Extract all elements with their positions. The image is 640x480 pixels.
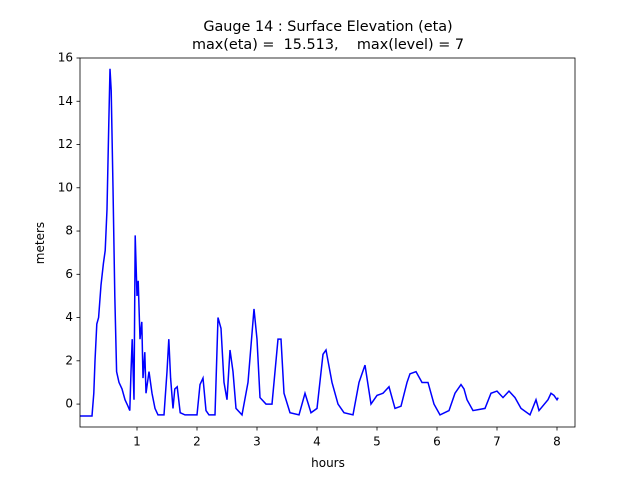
x-axis-label: hours bbox=[311, 456, 345, 470]
y-tick-label: 0 bbox=[65, 397, 73, 411]
plot-frame bbox=[79, 57, 576, 428]
y-tick-label: 14 bbox=[58, 94, 73, 108]
series-line bbox=[80, 68, 559, 417]
x-tick-label: 8 bbox=[553, 435, 561, 449]
y-tick-label: 6 bbox=[65, 267, 73, 281]
y-tick-label: 8 bbox=[65, 224, 73, 238]
x-tick-label: 4 bbox=[313, 435, 321, 449]
x-tick-label: 5 bbox=[373, 435, 381, 449]
x-tick-label: 2 bbox=[193, 435, 201, 449]
x-tick-label: 3 bbox=[253, 435, 261, 449]
y-tick-label: 4 bbox=[65, 310, 73, 324]
chart-title: Gauge 14 : Surface Elevation (eta) bbox=[203, 19, 452, 35]
x-tick-label: 6 bbox=[433, 435, 441, 449]
y-tick-label: 16 bbox=[58, 51, 73, 65]
y-axis-label: meters bbox=[33, 222, 47, 264]
x-tick-label: 1 bbox=[133, 435, 141, 449]
y-tick-label: 2 bbox=[65, 353, 73, 367]
y-tick-label: 10 bbox=[58, 180, 73, 194]
chart-subtitle: max(eta) = 15.513, max(level) = 7 bbox=[192, 37, 464, 53]
x-tick-label: 7 bbox=[493, 435, 501, 449]
y-tick-label: 12 bbox=[58, 137, 73, 151]
